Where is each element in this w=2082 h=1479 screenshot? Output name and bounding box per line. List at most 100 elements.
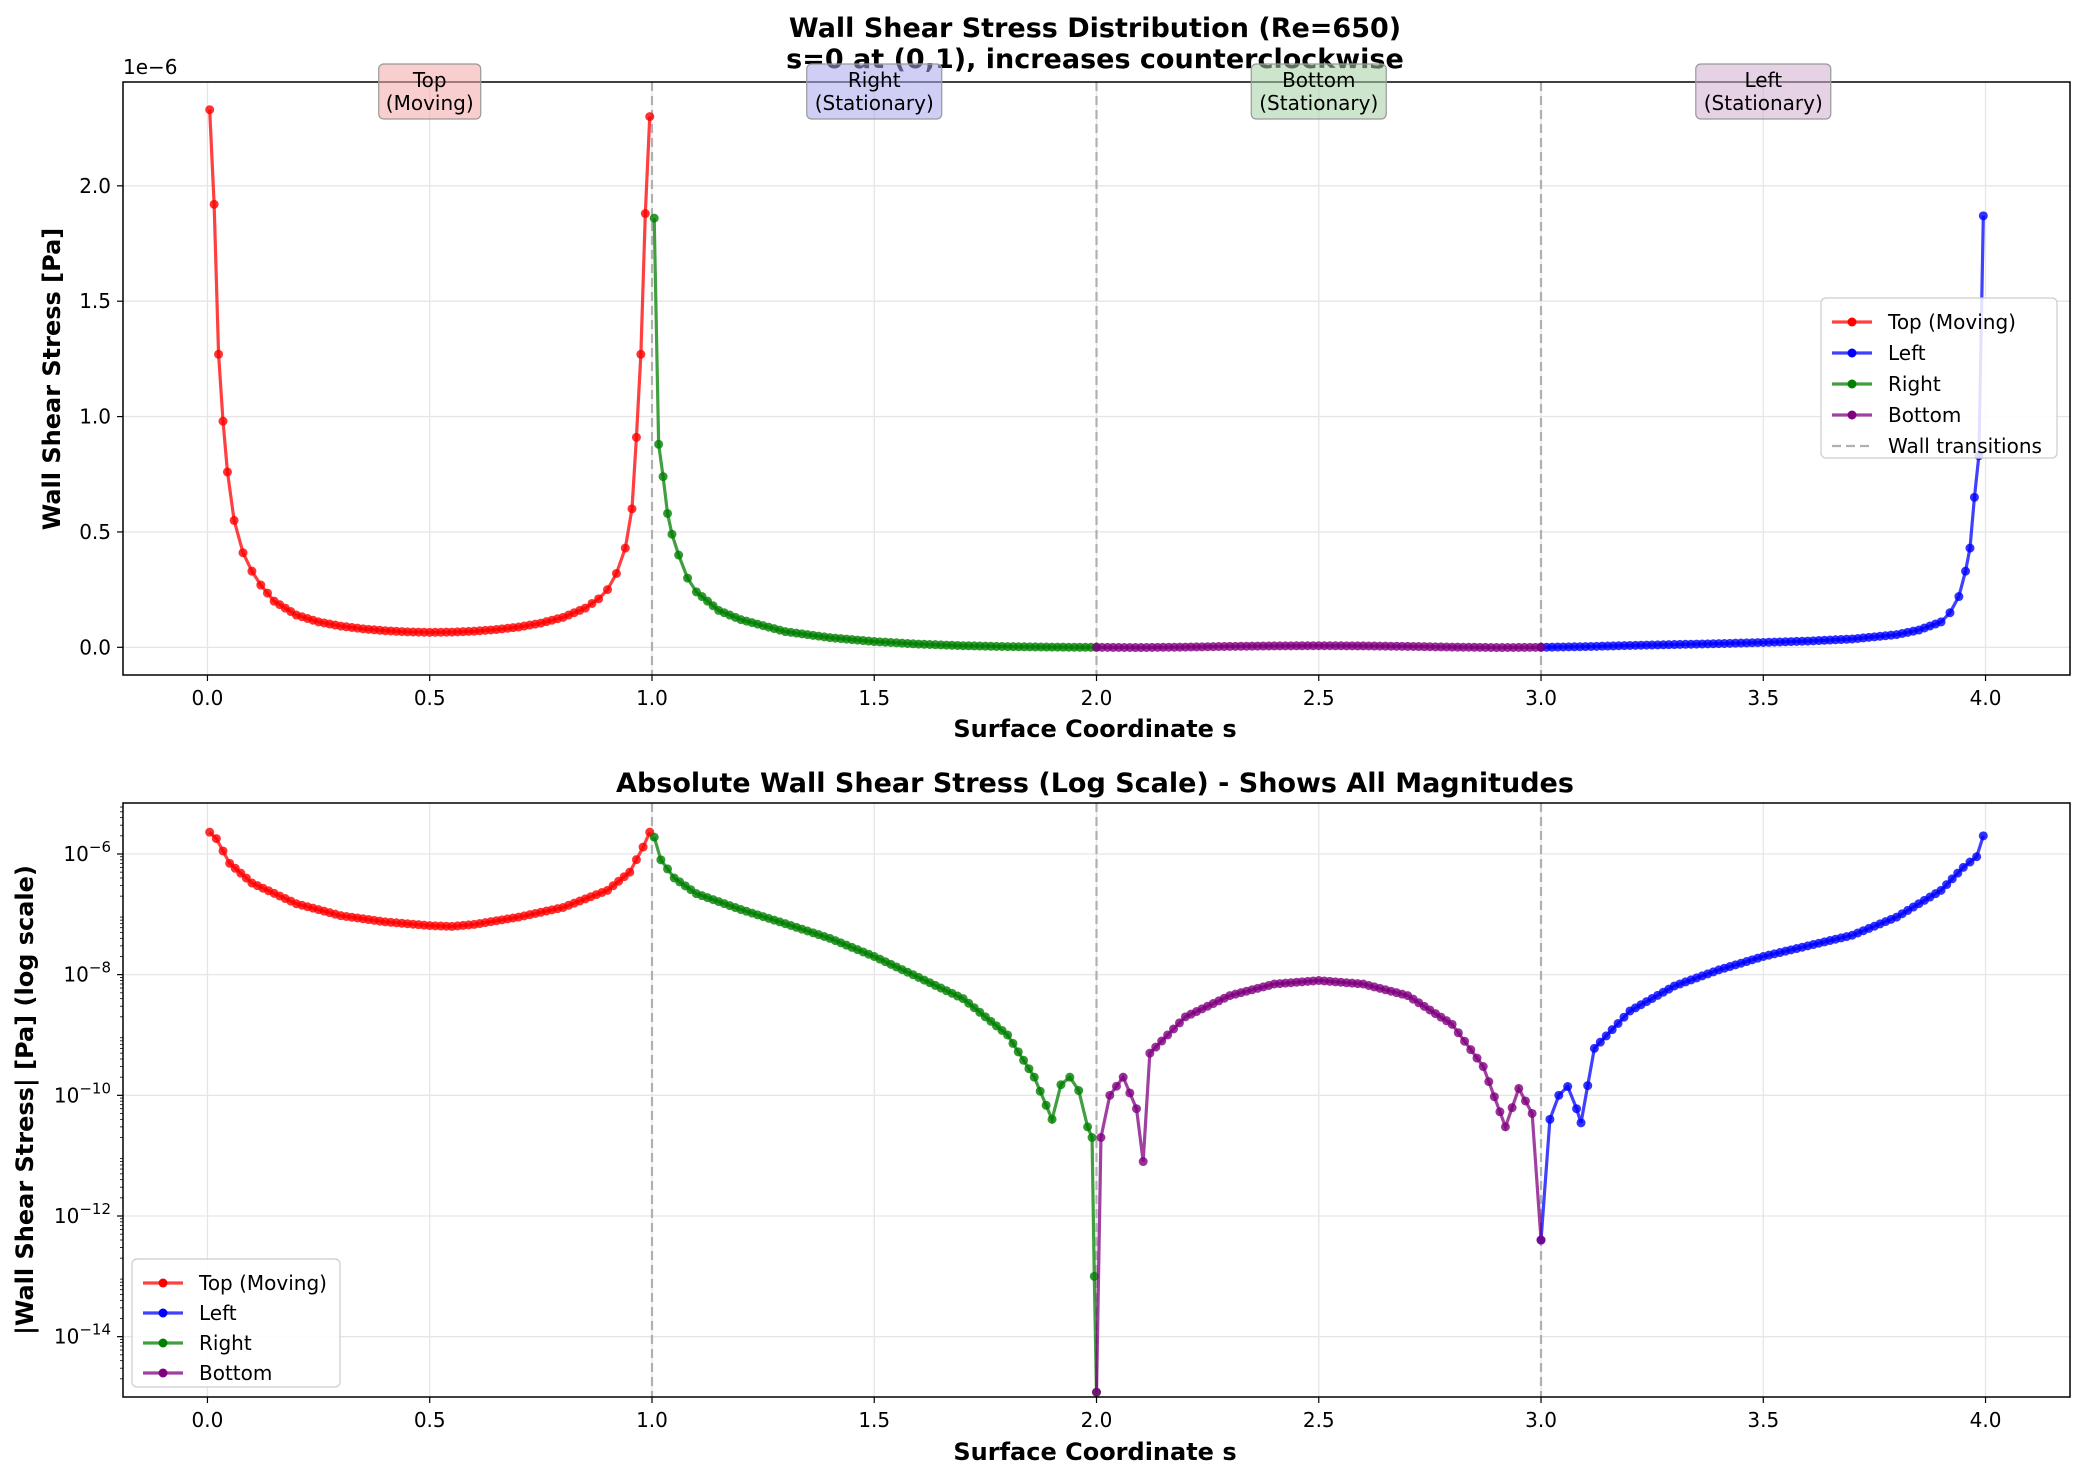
bottom-plot-data-point <box>1003 1030 1013 1040</box>
top-plot-data-point <box>640 209 650 219</box>
top-plot-data-point <box>1965 543 1975 553</box>
top-plot-x-tick-label: 1.0 <box>636 686 668 710</box>
top-plot-series-right <box>649 213 1101 652</box>
legend-label: Top (Moving) <box>198 1271 327 1295</box>
bottom-plot-data-point <box>1607 1025 1617 1035</box>
wall-label-line1: Bottom <box>1282 68 1355 92</box>
top-plot-ticks: 0.0 0.5 1.0 1.5 2.0 2.5 3.0 3.5 4.0 0.0 0.5 1.0 1.5 2… <box>79 174 2001 710</box>
bottom-plot-data-point <box>1151 1042 1161 1052</box>
bottom-plot-data-point <box>656 855 666 865</box>
top-plot-data-point <box>587 598 597 608</box>
top-plot-data-point <box>667 529 677 539</box>
bottom-plot-series-top-moving- <box>205 827 655 931</box>
bottom-plot-y-tick-label: 10−6 <box>63 838 111 866</box>
bottom-plot-series-right <box>649 832 1101 1397</box>
legend-marker <box>158 1308 168 1318</box>
bottom-plot-data-point <box>1472 1053 1482 1063</box>
bottom-plot-data-point <box>1447 1019 1457 1029</box>
top-plot-data-point <box>1945 608 1955 618</box>
top-plot-legend-entry: Bottom <box>1832 403 1961 427</box>
legend-marker <box>1847 379 1857 389</box>
bottom-plot-data-point <box>1145 1048 1155 1058</box>
bottom-plot-legend-entry: Bottom <box>143 1361 272 1385</box>
bottom-plot-data-point <box>1507 1103 1517 1113</box>
bottom-plot-data-point <box>1936 885 1946 895</box>
top-plot-data-point <box>649 213 659 223</box>
bottom-plot-data-point <box>1520 1096 1530 1106</box>
legend-marker <box>1847 348 1857 358</box>
wall-label-line2: (Stationary) <box>815 91 934 115</box>
bottom-plot-legend: Top (Moving) Left Right Bottom <box>131 1258 341 1388</box>
bottom-plot-data-point <box>1041 1100 1051 1110</box>
bottom-plot-data-point <box>1489 1092 1499 1102</box>
top-plot-data-point <box>1978 211 1988 221</box>
bottom-plot-legend-entry: Right <box>143 1331 252 1355</box>
top-plot-series-bottom <box>1092 641 1546 653</box>
wall-label-line1: Top <box>412 68 447 92</box>
bottom-plot-data-point <box>1125 1088 1135 1098</box>
top-plot-data-point <box>627 504 637 514</box>
bottom-plot-data-point <box>1500 1122 1510 1132</box>
bottom-plot-data-point <box>1092 1387 1101 1397</box>
bottom-plot-data-point <box>625 867 635 877</box>
bottom-plot-data-point <box>1169 1024 1179 1034</box>
top-plot-data-point <box>636 349 646 359</box>
bottom-plot-wall-transitions <box>650 803 1543 1397</box>
top-plot-y-tick-label: 1.5 <box>79 289 111 313</box>
bottom-plot-data-point <box>1174 1018 1184 1028</box>
top-plot-x-axis-label: Surface Coordinate s <box>953 715 1236 743</box>
bottom-plot-data-point <box>1019 1055 1029 1065</box>
top-plot-data-point <box>620 543 630 553</box>
wall-label-background <box>1695 63 1832 120</box>
bottom-plot-data-point <box>1947 874 1957 884</box>
top-plot-data-point <box>256 580 266 590</box>
top-plot-x-tick-label: 3.0 <box>1525 686 1557 710</box>
bottom-plot-data-point <box>1953 868 1963 878</box>
bottom-plot-data-point <box>638 842 648 852</box>
top-plot-series-line <box>652 218 1097 649</box>
legend-label: Wall transitions <box>1888 434 2042 458</box>
bottom-plot-data-point <box>1029 1072 1039 1082</box>
top-plot-legend-box <box>1820 297 2058 459</box>
top-plot-x-tick-label: 2.5 <box>1303 686 1335 710</box>
bottom-plot-legend-entry: Top (Moving) <box>143 1271 327 1295</box>
top-plot-data-point <box>1536 642 1546 652</box>
bottom-plot-ticks: 0.0 0.5 1.0 1.5 2.0 2.5 3.0 3.5 4.0 10−6 10−8 10−10… <box>54 806 2001 1432</box>
bottom-plot-data-point <box>1074 1086 1084 1096</box>
legend-label: Left <box>199 1301 237 1325</box>
top-plot-data-point <box>1961 566 1971 576</box>
bottom-plot-data-point <box>1065 1072 1075 1082</box>
top-plot-x-tick-label: 3.5 <box>1747 686 1779 710</box>
bottom-plot-data-point <box>1118 1072 1128 1082</box>
bottom-plot-series-left <box>1536 831 1988 1245</box>
top-plot-data-point <box>218 416 228 426</box>
bottom-plot-x-tick-label: 0.5 <box>414 1408 446 1432</box>
legend-marker <box>1847 410 1857 420</box>
top-plot-data-point <box>611 568 621 578</box>
top-plot-data-point <box>654 439 664 449</box>
bottom-plot-data-point <box>218 846 228 856</box>
top-plot-data-point <box>229 515 239 525</box>
top-plot-data-point <box>205 105 215 115</box>
bottom-plot-data-point <box>1589 1043 1599 1053</box>
bottom-plot-x-tick-label: 3.0 <box>1525 1408 1557 1432</box>
bottom-plot-data-point <box>1514 1083 1524 1093</box>
legend-marker <box>158 1278 168 1288</box>
top-plot-data-point <box>674 550 684 560</box>
wall-label-line1: Right <box>848 68 901 92</box>
bottom-plot-data-point <box>1096 1132 1106 1142</box>
bottom-plot-data-point <box>1965 857 1975 867</box>
top-plot-series-top-moving- <box>205 105 655 637</box>
wall-label-background <box>1250 63 1387 120</box>
bottom-plot-data-point <box>1583 1081 1593 1091</box>
bottom-plot-x-tick-label: 3.5 <box>1747 1408 1779 1432</box>
top-plot-data-point <box>631 432 641 442</box>
bottom-plot-data-point <box>1478 1062 1488 1072</box>
top-plot-title-line1: Wall Shear Stress Distribution (Re=650) <box>789 13 1401 44</box>
top-plot-x-tick-label: 2.0 <box>1081 686 1113 710</box>
bottom-plot-data-point <box>1484 1077 1494 1087</box>
wall-label-background <box>806 63 943 120</box>
top-plot-wall-label-box: Left(Stationary) <box>1695 63 1832 120</box>
top-plot-legend-entry: Wall transitions <box>1832 434 2042 458</box>
bottom-plot-x-tick-label: 2.0 <box>1081 1408 1113 1432</box>
